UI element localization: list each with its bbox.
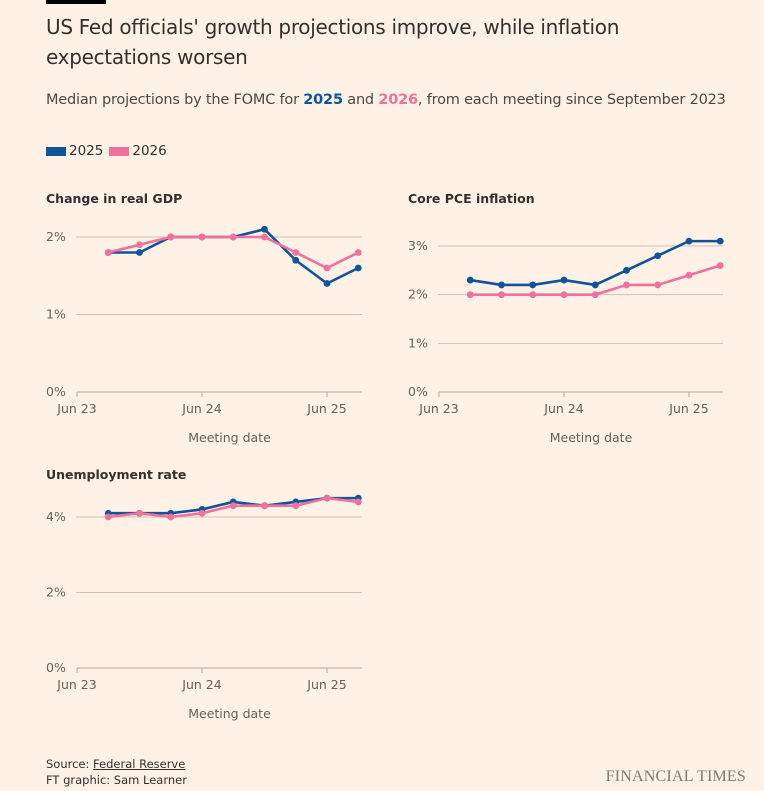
data-point-2025 [623,266,630,274]
legend: 2025 2026 [46,143,173,159]
subtitle-2025: 2025 [303,92,343,108]
y-tick-label: 0% [408,384,428,399]
x-tick-label: Jun 24 [181,401,221,416]
y-tick-label: 4% [46,509,66,524]
data-point-2025 [498,281,505,289]
y-tick-label: 2% [408,287,428,302]
data-point-2026 [323,264,331,272]
data-point-2025 [560,276,568,284]
x-tick-label: Jun 23 [418,401,458,416]
y-tick-label: 0% [46,660,66,675]
credit: FT graphic: Sam Learner [46,773,187,787]
data-point-2025 [323,280,331,287]
subtitle-text: Median projections by the FOMC for [46,92,304,108]
data-point-2026 [229,233,237,241]
subtitle-rest: , from each meeting since September 2023 [417,92,726,108]
chart-subtitle: Median projections by the FOMC for 2025 … [46,92,726,108]
x-tick-label: Jun 24 [543,401,583,416]
data-point-2026 [261,502,268,510]
series-line-2026 [470,264,721,296]
data-point-2026 [498,291,505,299]
data-point-2026 [685,271,693,279]
y-tick-label: 1% [46,307,66,322]
subtitle-2026: 2026 [378,92,418,108]
x-tick-label: Jun 25 [306,401,346,416]
y-tick-label: 3% [408,238,428,253]
data-point-2026 [229,502,237,510]
data-point-2026 [261,233,268,241]
y-tick-label: 1% [408,335,428,350]
data-point-2026 [529,291,537,299]
legend-label: 2026 [132,143,167,159]
data-point-2025 [654,252,662,260]
footer: Source: Federal Reserve FT graphic: Sam … [46,756,187,788]
legend-swatch-2025 [46,146,66,156]
data-point-2026 [167,513,175,521]
legend-swatch-2026 [109,146,130,156]
data-point-2026 [323,494,331,502]
x-tick-label: Jun 23 [56,401,96,416]
data-point-2026 [104,249,112,256]
data-point-2026 [292,502,300,510]
data-point-2025 [466,276,474,284]
subtitle-and: and [342,92,379,108]
x-tick-label: Jun 24 [181,677,221,692]
data-point-2025 [261,225,268,233]
panel-title-gdp: Change in real GDP [46,191,183,206]
legend-item-2026: 2026 [109,143,167,159]
data-point-2026 [136,509,143,517]
data-point-2026 [560,291,568,299]
legend-item-2025: 2025 [46,143,103,159]
data-point-2026 [716,262,724,269]
data-point-2026 [623,281,630,289]
panel-title-unemployment: Unemployment rate [46,467,187,482]
data-point-2026 [354,498,362,506]
y-tick-label: 2% [46,585,66,600]
y-tick-label: 2% [46,229,66,244]
x-axis-title: Meeting date [188,706,271,721]
data-point-2026 [198,233,206,241]
data-point-2026 [104,513,112,521]
data-point-2026 [198,509,206,517]
chart-title: US Fed officials' growth projections imp… [46,15,620,69]
y-tick-label: 0% [46,384,66,399]
x-tick-label: Jun 25 [306,677,346,692]
data-point-2026 [654,281,662,289]
panel-title-pce: Core PCE inflation [408,191,535,206]
data-point-2025 [591,281,599,289]
data-point-2025 [529,281,537,289]
data-point-2026 [354,249,362,256]
source-label: Source: [46,757,94,771]
data-point-2025 [354,264,362,272]
x-tick-label: Jun 25 [668,401,708,416]
x-axis-title: Meeting date [550,430,633,445]
ft-logo: FINANCIAL TIMES [605,768,746,785]
data-point-2026 [591,291,599,299]
legend-label: 2025 [69,143,104,159]
data-point-2026 [466,291,474,299]
x-tick-label: Jun 23 [56,677,96,692]
data-point-2026 [136,241,143,249]
data-point-2026 [167,233,175,241]
x-axis-title: Meeting date [188,430,271,445]
header-bar [46,0,106,4]
source-link[interactable]: Federal Reserve [93,757,186,771]
series-line-2026 [107,235,359,270]
data-point-2025 [136,249,143,256]
data-point-2025 [716,237,724,245]
data-point-2025 [292,256,300,264]
data-point-2026 [292,249,300,256]
data-point-2025 [685,237,693,245]
